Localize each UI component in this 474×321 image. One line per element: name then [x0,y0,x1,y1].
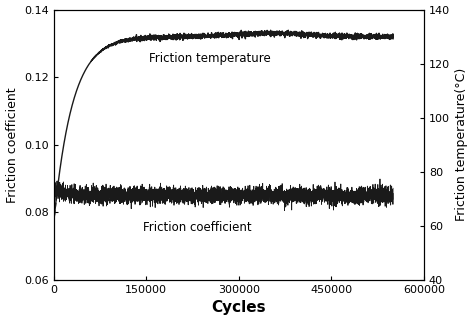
Y-axis label: Friction coefficient: Friction coefficient [6,87,18,203]
Text: Friction temperature: Friction temperature [149,52,271,65]
X-axis label: Cycles: Cycles [211,300,266,316]
Y-axis label: Friction temperature(°C): Friction temperature(°C) [456,68,468,221]
Text: Friction coefficient: Friction coefficient [143,221,252,234]
